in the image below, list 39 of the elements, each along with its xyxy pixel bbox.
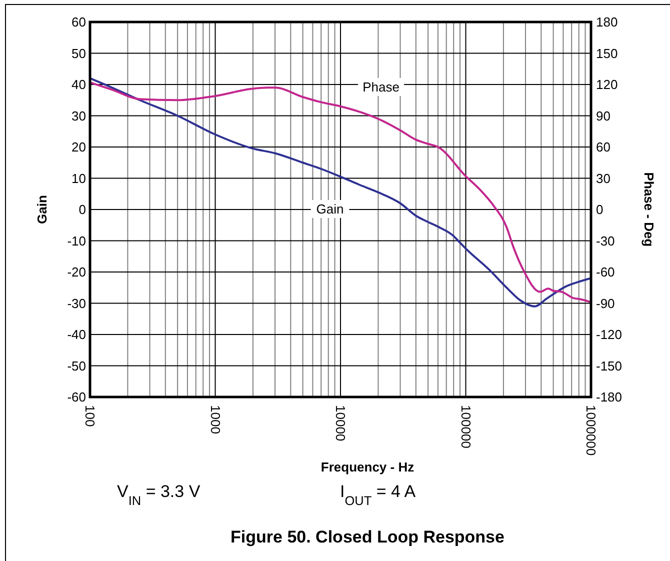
- y-tick-label: 40: [72, 77, 86, 92]
- y-tick-label: 30: [72, 108, 86, 124]
- x-tick-label: 1000: [208, 405, 223, 434]
- text: V$_{IN}$ = 3.3 V: [117, 482, 201, 508]
- y2-tick-label: 150: [596, 46, 618, 61]
- y2-tick-label: -90: [596, 296, 615, 311]
- y2-tick-label: 60: [596, 140, 610, 154]
- series-label: Phase: [362, 80, 400, 94]
- y2-tick-label: 180: [596, 14, 618, 30]
- y2-tick-label: 30: [596, 170, 610, 186]
- y-tick-label: 20: [72, 140, 86, 154]
- y2-axis-title: Phase - Deg: [642, 172, 656, 247]
- text: Figure 50. Closed Loop Response: [230, 528, 504, 546]
- y-tick-label: -40: [67, 327, 86, 342]
- y2-tick-label: -150: [596, 358, 622, 374]
- y2-tick-label: 120: [596, 77, 618, 92]
- x-axis-title: Frequency - Hz: [320, 460, 415, 474]
- y-tick-label: -10: [67, 233, 86, 248]
- y-tick-label: -20: [67, 264, 86, 280]
- y-axis-title: Gain: [34, 195, 50, 224]
- y2-tick-label: -120: [596, 327, 622, 342]
- y2-tick-label: -180: [596, 390, 622, 404]
- text: I$_{OUT}$ = 4 A: [340, 482, 416, 508]
- y-tick-label: 10: [72, 170, 86, 186]
- y2-tick-label: 0: [596, 202, 604, 217]
- x-tick-label: 1000000: [584, 405, 598, 456]
- y-tick-label: 0: [78, 202, 86, 217]
- y2-tick-label: 90: [596, 108, 610, 124]
- x-tick-label: 100000: [458, 405, 474, 448]
- x-tick-label: 10000: [333, 405, 348, 442]
- y-tick-label: -60: [67, 390, 86, 404]
- y2-tick-label: -60: [596, 264, 615, 280]
- y-tick-label: 50: [72, 46, 86, 61]
- y-tick-label: 60: [72, 14, 86, 30]
- series-label: Gain: [316, 202, 344, 216]
- y-tick-label: -30: [67, 296, 86, 311]
- y-tick-label: -50: [67, 358, 86, 374]
- x-tick-label: 100: [82, 405, 98, 427]
- y2-tick-label: -30: [596, 233, 615, 248]
